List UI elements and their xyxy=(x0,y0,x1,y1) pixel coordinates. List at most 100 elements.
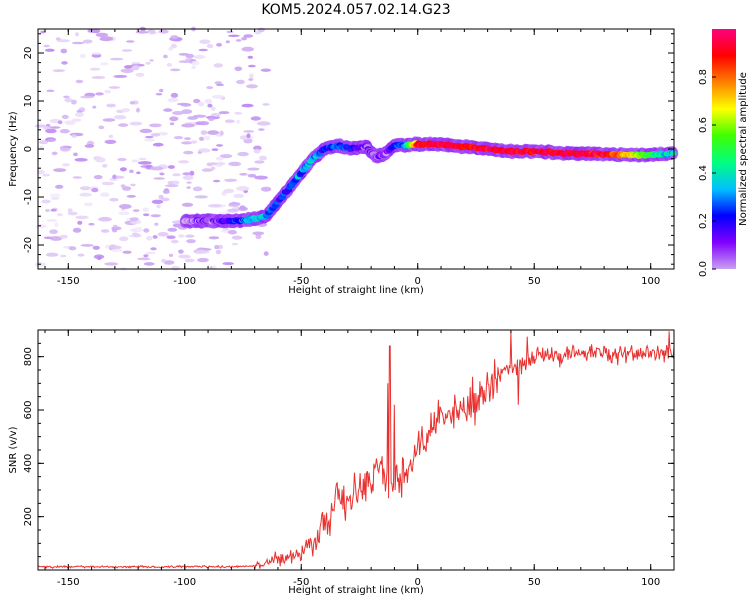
noise-speck xyxy=(208,117,215,121)
noise-speck xyxy=(159,88,164,93)
noise-speck xyxy=(166,63,173,67)
noise-speck xyxy=(124,65,134,69)
noise-speck xyxy=(119,236,129,242)
noise-speck xyxy=(258,128,265,131)
noise-speck xyxy=(60,254,67,258)
noise-speck xyxy=(167,165,175,169)
noise-speck xyxy=(132,65,140,69)
noise-speck xyxy=(118,211,130,216)
noise-speck xyxy=(260,68,272,72)
noise-speck xyxy=(88,222,95,226)
noise-speck xyxy=(222,262,234,266)
noise-speck xyxy=(96,255,102,261)
noise-speck xyxy=(91,76,106,79)
noise-speck xyxy=(181,141,193,145)
noise-speck xyxy=(43,126,50,130)
noise-speck xyxy=(64,97,72,103)
x-tick-label: 50 xyxy=(528,276,541,287)
colorbar-axis: 0.0 0.2 0.4 0.6 0.8 xyxy=(698,69,716,277)
noise-speck xyxy=(182,172,191,176)
noise-speck xyxy=(170,43,178,49)
noise-speck xyxy=(239,173,248,176)
noise-speck xyxy=(150,133,161,137)
noise-speck xyxy=(178,60,193,63)
noise-speck xyxy=(196,250,210,254)
noise-speck xyxy=(224,119,235,123)
noise-speck xyxy=(130,221,142,224)
noise-speck xyxy=(50,208,57,212)
noise-speck xyxy=(163,108,173,112)
noise-speck xyxy=(153,177,166,180)
noise-speck xyxy=(42,173,51,177)
noise-speck xyxy=(247,167,260,171)
noise-speck xyxy=(75,79,84,84)
noise-speck xyxy=(110,57,124,61)
noise-speck xyxy=(63,95,70,99)
noise-speck xyxy=(237,151,249,157)
noise-speck xyxy=(74,158,88,162)
noise-speck xyxy=(182,175,194,181)
noise-speck xyxy=(238,206,248,211)
noise-speck xyxy=(129,169,134,174)
noise-speck xyxy=(185,234,195,238)
noise-speck xyxy=(246,133,251,138)
noise-speck xyxy=(199,39,211,44)
noise-speck xyxy=(142,207,150,212)
noise-speck xyxy=(250,116,261,121)
noise-speck xyxy=(72,227,82,233)
noise-speck xyxy=(39,140,48,145)
noise-speck xyxy=(150,247,157,251)
noise-speck xyxy=(166,235,176,239)
spectrogram-x-label: Height of straight line (km) xyxy=(288,285,424,296)
noise-speck xyxy=(186,181,192,184)
noise-speck xyxy=(121,49,133,52)
noise-speck xyxy=(49,193,61,198)
y-tick-label: 10 xyxy=(23,95,34,108)
noise-speck xyxy=(149,30,156,35)
noise-speck xyxy=(45,208,50,213)
noise-speck xyxy=(204,98,213,104)
noise-speck xyxy=(95,92,104,96)
noise-speck xyxy=(181,202,194,207)
noise-speck xyxy=(113,74,128,78)
noise-speck xyxy=(219,130,224,136)
noise-speck xyxy=(227,208,239,213)
noise-speck xyxy=(44,48,55,52)
noise-speck xyxy=(75,215,89,220)
noise-speck xyxy=(169,116,179,122)
x-tick-label: -50 xyxy=(293,276,309,287)
noise-speck xyxy=(101,181,115,186)
noise-speck xyxy=(131,62,141,65)
x-tick-label: -150 xyxy=(57,577,80,588)
noise-speck xyxy=(231,235,243,240)
noise-speck xyxy=(57,120,63,125)
noise-speck xyxy=(130,183,136,187)
noise-speck xyxy=(170,35,179,40)
noise-speck xyxy=(71,41,85,45)
noise-speck xyxy=(46,89,55,93)
spectrogram-x-axis: -150 -100 -50 0 50 100 xyxy=(44,29,675,287)
noise-speck xyxy=(211,148,219,152)
noise-speck xyxy=(211,94,225,99)
noise-speck xyxy=(92,245,101,250)
y-tick-label: 200 xyxy=(23,507,34,526)
x-tick-label: -50 xyxy=(293,577,309,588)
noise-speck xyxy=(218,111,230,115)
snr-marks xyxy=(37,331,675,569)
noise-speck xyxy=(104,89,111,94)
noise-speck xyxy=(248,78,254,81)
noise-speck xyxy=(138,157,147,161)
noise-speck xyxy=(99,36,114,42)
noise-speck xyxy=(41,199,51,204)
noise-speck xyxy=(135,227,143,231)
colorbar-tick-label: 0.2 xyxy=(698,213,709,229)
noise-speck xyxy=(100,229,110,233)
noise-speck xyxy=(131,159,140,163)
noise-speck xyxy=(119,167,127,172)
x-tick-label: 0 xyxy=(415,577,421,588)
noise-speck xyxy=(77,253,85,257)
noise-speck xyxy=(45,128,57,134)
noise-speck xyxy=(213,179,221,183)
noise-speck xyxy=(68,246,77,251)
